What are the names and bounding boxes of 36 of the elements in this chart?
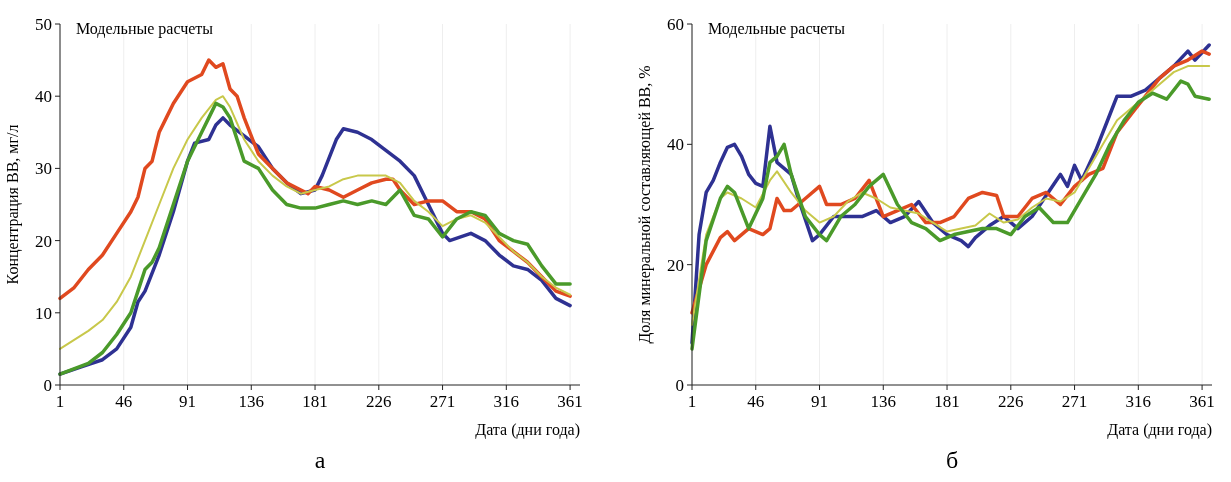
y-axis-title: Концентрация ВВ, мг/л (4, 124, 22, 285)
y-tick-label: 40 (35, 87, 52, 107)
x-tick-label: 316 (493, 392, 520, 411)
y-tick-label: 20 (667, 255, 684, 275)
y-tick-label: 20 (35, 231, 52, 251)
x-tick-label: 226 (998, 392, 1024, 411)
x-tick-label: 181 (302, 392, 328, 411)
x-tick-label: 46 (115, 392, 133, 411)
y-tick-label: 30 (35, 159, 52, 179)
y-axis-title: Доля минеральной составляющей ВВ, % (636, 65, 654, 344)
x-tick-label: 1 (687, 392, 697, 411)
x-tick-label: 136 (238, 392, 265, 411)
y-tick-label: 60 (667, 15, 684, 34)
x-tick-label: 226 (366, 392, 392, 411)
text: а (314, 447, 326, 473)
x-tick-label: 181 (934, 392, 960, 411)
y-tick-label: 50 (35, 15, 52, 34)
x-tick-label: 316 (1125, 392, 1152, 411)
y-tick-label: 0 (43, 376, 52, 395)
x-tick-label: 46 (747, 392, 765, 411)
chart-title: Модельные расчеты (708, 20, 846, 38)
x-axis-title: Дата (дни года) (1107, 421, 1212, 439)
x-tick-label: 271 (1061, 392, 1088, 411)
x-tick-label: 91 (811, 392, 829, 411)
y-tick-label: 0 (675, 376, 684, 395)
x-tick-label: 91 (179, 392, 197, 411)
x-tick-label: 271 (429, 392, 456, 411)
y-tick-label: 10 (35, 303, 52, 323)
x-tick-label: 136 (870, 392, 897, 411)
chart-title: Модельные расчеты (76, 20, 214, 38)
x-tick-label: 361 (557, 392, 583, 411)
text: б (945, 447, 959, 473)
y-tick-label: 40 (667, 135, 684, 155)
x-axis-title: Дата (дни года) (475, 421, 580, 439)
x-tick-label: 361 (1189, 392, 1215, 411)
x-tick-label: 1 (55, 392, 65, 411)
